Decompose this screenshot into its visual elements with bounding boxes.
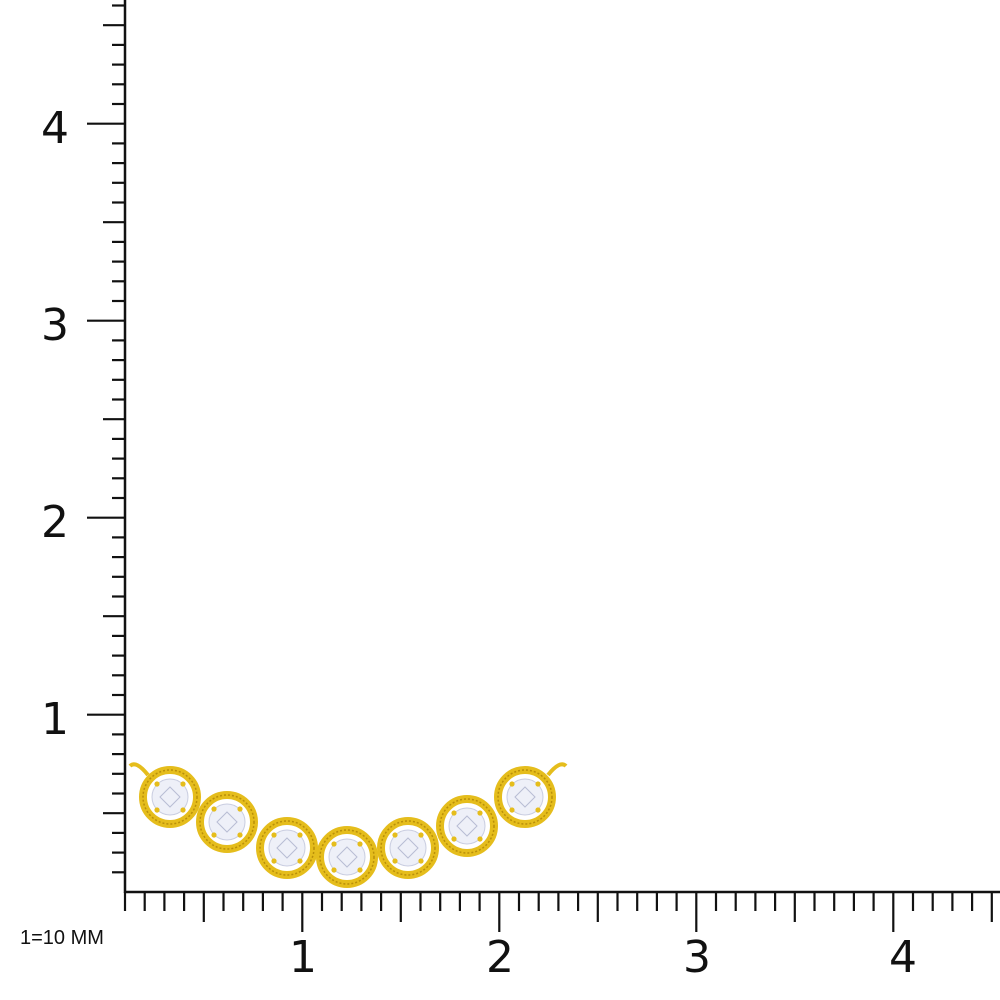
diamond-facets xyxy=(216,811,238,833)
prong xyxy=(392,832,398,838)
diamond-stone xyxy=(328,838,366,876)
diamond-facets xyxy=(456,815,478,837)
x-label-1: 1 xyxy=(289,932,317,983)
diamond-facets xyxy=(397,837,419,859)
prong xyxy=(154,807,160,813)
diamond-stone xyxy=(151,778,189,816)
prong xyxy=(211,832,217,838)
prong xyxy=(271,832,277,838)
prong xyxy=(237,832,243,838)
prong xyxy=(357,867,363,873)
bezel-stone-1 xyxy=(139,766,201,828)
prong xyxy=(535,807,541,813)
rope-texture xyxy=(439,798,495,854)
ruler-ticks xyxy=(87,0,1000,932)
prong xyxy=(418,858,424,864)
prong xyxy=(477,836,483,842)
necklace-pendant xyxy=(128,762,568,888)
prong xyxy=(535,781,541,787)
diamond-facets xyxy=(159,786,181,808)
prong xyxy=(154,781,160,787)
rope-texture xyxy=(259,820,315,876)
prong xyxy=(180,807,186,813)
x-label-4: 4 xyxy=(889,932,917,983)
left-loop xyxy=(128,762,150,777)
rope-texture xyxy=(319,829,375,885)
prong xyxy=(392,858,398,864)
diamond-stone xyxy=(389,829,427,867)
scale-note: 1=10 MM xyxy=(20,927,104,949)
prong xyxy=(451,836,457,842)
y-label-2: 2 xyxy=(41,497,69,548)
prong xyxy=(211,806,217,812)
diamond-facets xyxy=(336,846,358,868)
prong xyxy=(180,781,186,787)
diamond-facets xyxy=(514,786,536,808)
y-label-1: 1 xyxy=(41,694,69,745)
rope-texture xyxy=(142,769,198,825)
diamond-stone xyxy=(506,778,544,816)
diamond-stone xyxy=(208,803,246,841)
prong xyxy=(509,807,515,813)
bezel-stone-2 xyxy=(196,791,258,853)
rope-texture xyxy=(199,794,255,850)
prong xyxy=(271,858,277,864)
diamond-stone xyxy=(268,829,306,867)
prong xyxy=(509,781,515,787)
bezel-stone-5 xyxy=(377,817,439,879)
prong xyxy=(237,806,243,812)
rope-texture xyxy=(380,820,436,876)
prong xyxy=(297,832,303,838)
diamond-stone xyxy=(448,807,486,845)
bezel-stone-6 xyxy=(436,795,498,857)
prong xyxy=(331,841,337,847)
y-label-3: 3 xyxy=(41,300,69,351)
rope-texture xyxy=(497,769,553,825)
x-label-2: 2 xyxy=(486,932,514,983)
x-label-3: 3 xyxy=(683,932,711,983)
prong xyxy=(418,832,424,838)
bezel-stone-4 xyxy=(316,826,378,888)
bezel-stone-7 xyxy=(494,766,556,828)
bezel-stone-3 xyxy=(256,817,318,879)
y-label-4: 4 xyxy=(41,103,69,154)
right-loop xyxy=(546,762,568,777)
diamond-facets xyxy=(276,837,298,859)
prong xyxy=(357,841,363,847)
prong xyxy=(297,858,303,864)
prong xyxy=(331,867,337,873)
prong xyxy=(451,810,457,816)
prong xyxy=(477,810,483,816)
